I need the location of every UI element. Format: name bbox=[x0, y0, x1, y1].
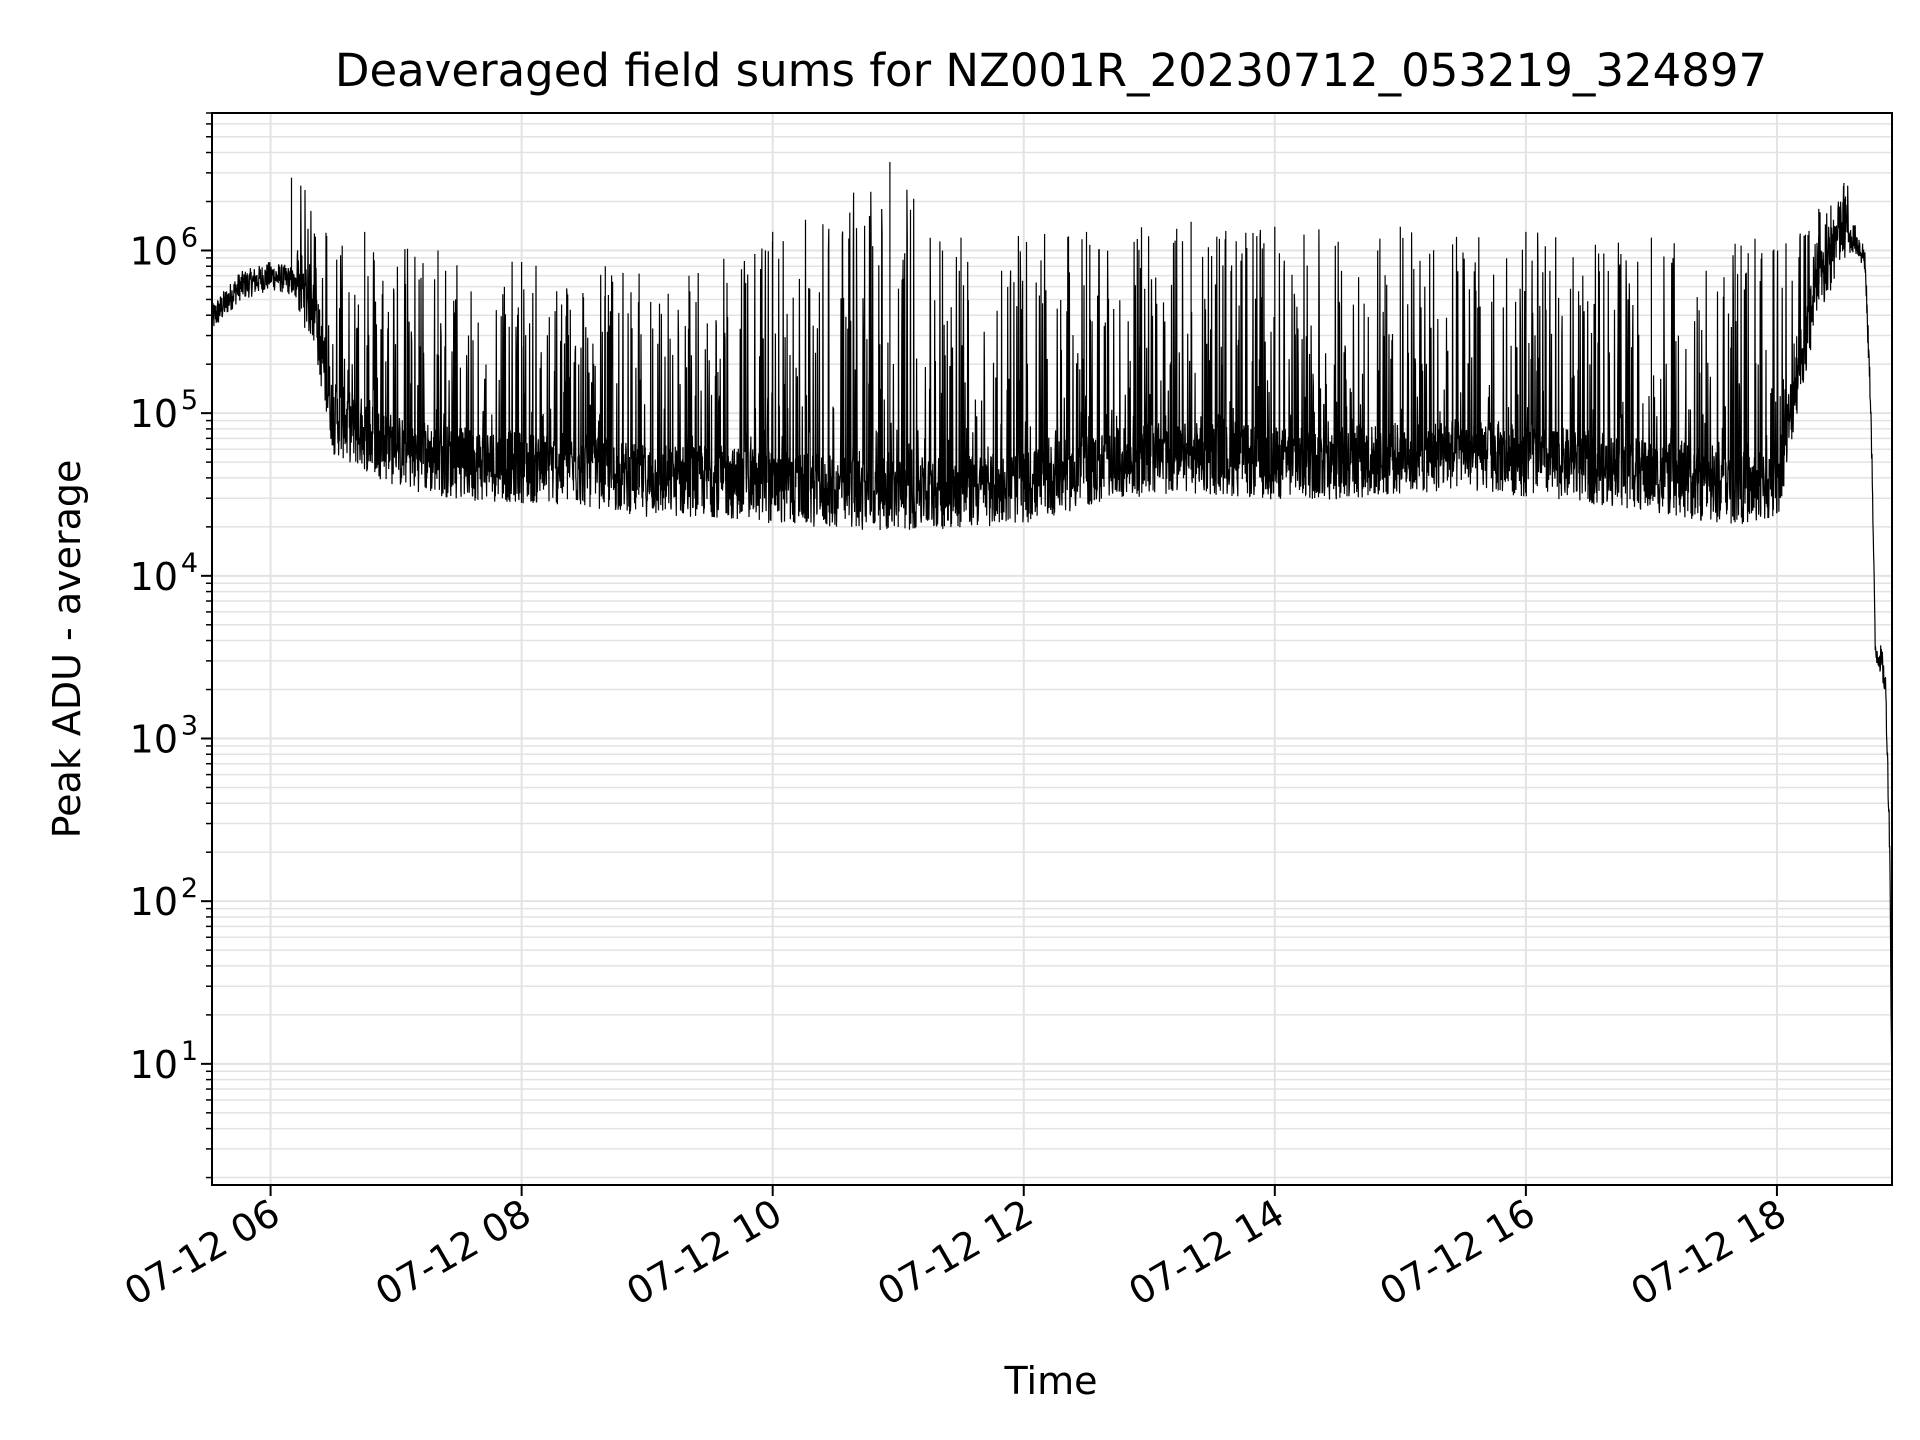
y-tick-label: 10 bbox=[130, 229, 178, 273]
y-tick-exponent: 6 bbox=[181, 222, 198, 253]
y-tick-exponent: 4 bbox=[181, 548, 198, 579]
plot-area bbox=[211, 162, 1893, 1133]
y-tick-exponent: 2 bbox=[181, 873, 198, 904]
y-tick-exponent: 3 bbox=[181, 711, 198, 742]
y-tick-label: 10 bbox=[130, 1043, 178, 1087]
series-line bbox=[211, 162, 1893, 1133]
y-tick-label: 10 bbox=[130, 880, 178, 924]
y-axis-label: Peak ADU - average bbox=[45, 460, 89, 839]
axes-frame bbox=[211, 112, 1893, 1186]
y-tick-label: 10 bbox=[130, 392, 178, 436]
x-axis-label: Time bbox=[1004, 1359, 1098, 1403]
y-tick-label: 10 bbox=[130, 555, 178, 599]
y-tick-exponent: 5 bbox=[181, 385, 198, 416]
chart-title: Deaveraged field sums for NZ001R_2023071… bbox=[335, 44, 1767, 97]
y-tick-exponent: 1 bbox=[181, 1036, 198, 1067]
y-tick-label: 10 bbox=[130, 718, 178, 762]
